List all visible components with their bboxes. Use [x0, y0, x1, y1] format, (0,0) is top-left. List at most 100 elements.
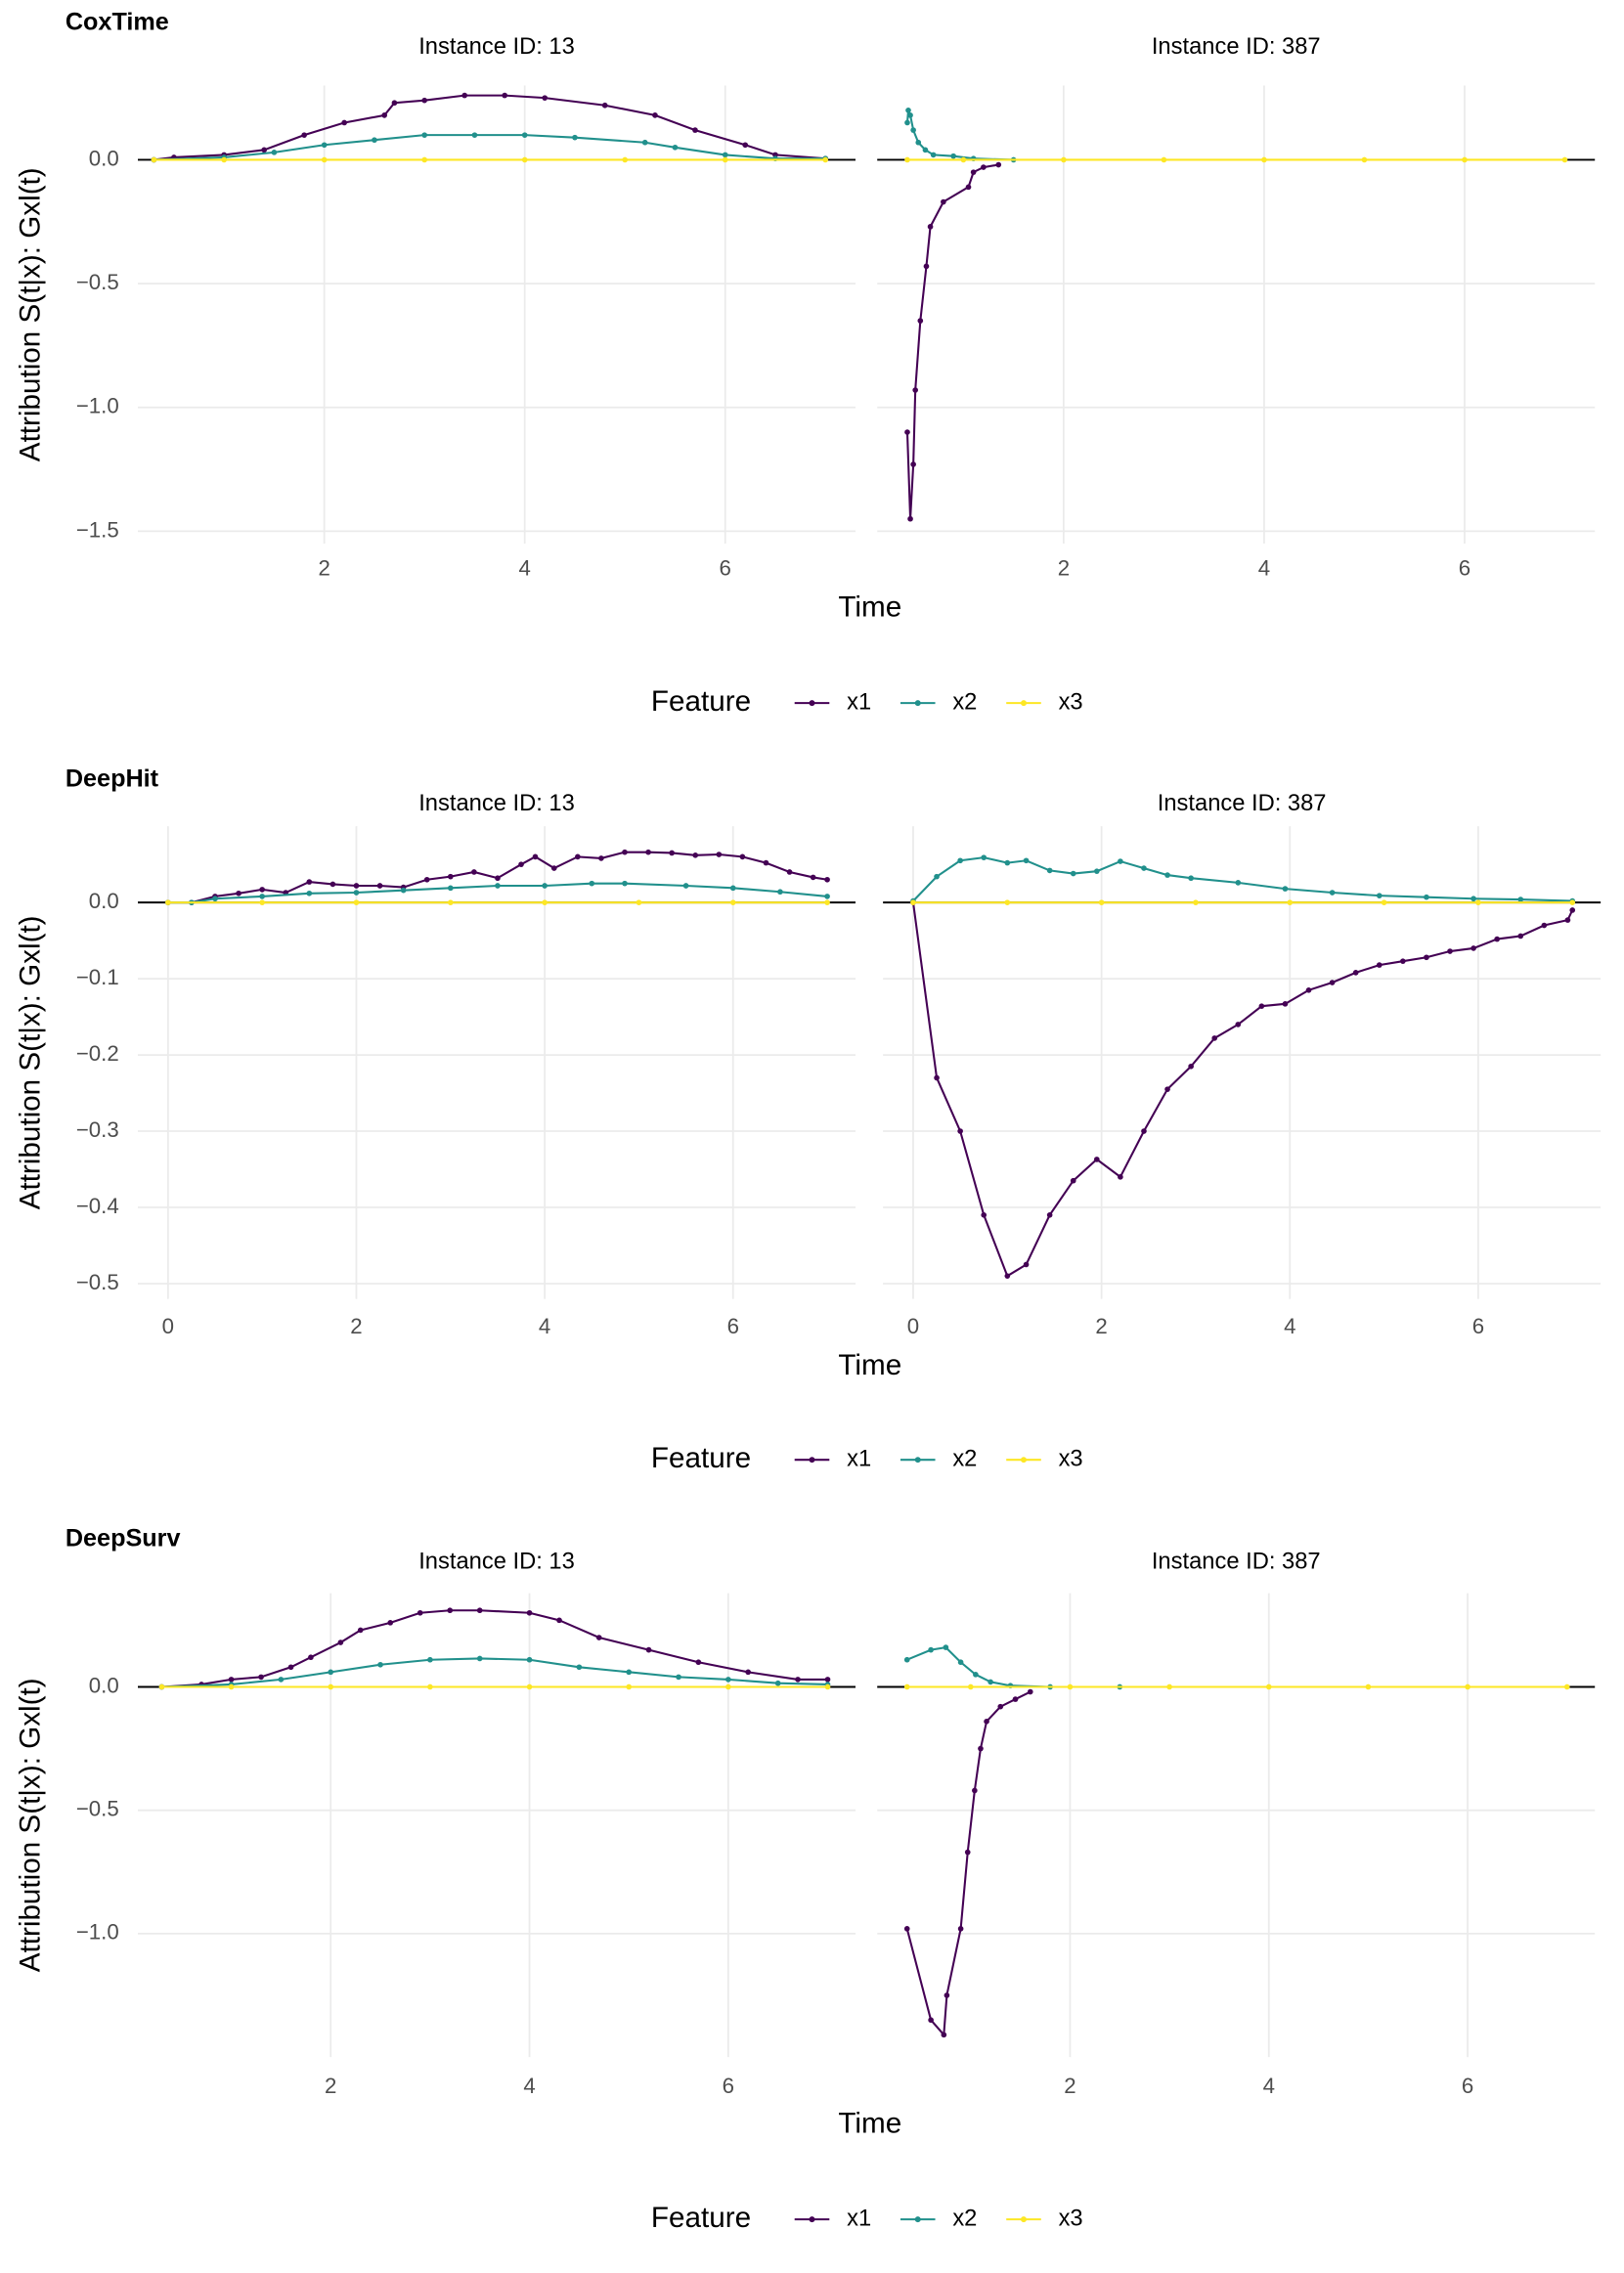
data-point — [1381, 899, 1387, 905]
x-tick-label: 2 — [1095, 1314, 1107, 1338]
data-point — [910, 127, 916, 133]
data-point — [944, 1992, 950, 1998]
x-tick-label: 2 — [1058, 556, 1070, 581]
x-tick-label: 4 — [1258, 556, 1270, 581]
data-point — [1361, 156, 1368, 163]
data-point — [995, 161, 1002, 168]
data-point — [824, 876, 830, 883]
data-point — [910, 461, 916, 467]
series-line — [154, 94, 826, 161]
data-point — [417, 1609, 423, 1616]
legend-swatch-dot — [914, 700, 921, 707]
data-point — [572, 134, 578, 141]
data-point — [763, 859, 769, 866]
data-point — [1470, 896, 1476, 902]
x-tick-label: 4 — [1284, 1314, 1295, 1338]
data-point — [1424, 954, 1429, 961]
data-point — [1541, 922, 1548, 929]
data-point — [301, 132, 307, 138]
data-point — [1235, 880, 1242, 886]
y-tick-label: −1.0 — [76, 1920, 119, 1945]
data-point — [1352, 970, 1359, 976]
data-point — [1265, 1683, 1272, 1690]
data-point — [997, 1703, 1004, 1710]
data-point — [1564, 917, 1571, 923]
legend-swatch-dot — [809, 2216, 815, 2223]
data-point — [941, 2032, 947, 2038]
data-point — [777, 889, 783, 896]
data-point — [716, 852, 723, 857]
data-point — [328, 1669, 334, 1676]
legend-swatch-dot — [914, 2216, 921, 2223]
data-point — [258, 1674, 264, 1681]
data-point — [824, 1683, 831, 1690]
data-point — [308, 1654, 314, 1661]
series-line — [161, 1609, 828, 1688]
data-point — [978, 1745, 984, 1752]
data-point — [1012, 1696, 1019, 1702]
data-point — [972, 1787, 978, 1794]
data-point — [1188, 1063, 1194, 1070]
data-point — [904, 156, 910, 163]
data-point — [745, 1669, 752, 1676]
data-point — [622, 156, 629, 163]
data-point — [476, 1607, 483, 1614]
x-tick-label: 2 — [350, 1314, 362, 1338]
data-point — [742, 142, 749, 149]
data-point — [967, 1683, 974, 1690]
panel-subtitle: Instance ID: 387 — [1158, 791, 1327, 816]
data-point — [259, 894, 265, 899]
data-point — [824, 1677, 831, 1683]
data-point — [328, 1683, 334, 1690]
data-point — [1118, 1174, 1123, 1180]
data-point — [357, 1627, 364, 1634]
data-point — [1462, 156, 1468, 163]
data-point — [927, 224, 934, 230]
data-point — [372, 137, 377, 144]
y-tick-label: −0.5 — [76, 270, 119, 294]
x-tick-label: 6 — [1472, 1314, 1484, 1338]
data-point — [907, 515, 913, 522]
data-point — [329, 881, 336, 888]
data-point — [341, 119, 347, 126]
data-point — [824, 894, 830, 899]
data-point — [542, 883, 548, 889]
x-tick-label: 6 — [727, 1314, 739, 1338]
data-point — [271, 150, 278, 155]
data-point — [957, 1659, 964, 1666]
data-point — [158, 1683, 165, 1690]
data-point — [576, 1664, 583, 1671]
data-point — [928, 2017, 934, 2024]
data-point — [1070, 870, 1076, 877]
x-tick-label: 6 — [1459, 556, 1470, 581]
data-point — [973, 1672, 979, 1678]
data-point — [669, 850, 675, 856]
data-point — [400, 887, 407, 894]
data-point — [228, 1683, 235, 1690]
y-tick-label: 0.0 — [89, 1673, 119, 1697]
data-point — [917, 318, 924, 324]
data-point — [1563, 1683, 1570, 1690]
data-point — [1561, 156, 1568, 163]
data-point — [447, 873, 454, 880]
data-point — [1141, 1128, 1147, 1134]
data-point — [739, 853, 746, 860]
data-point — [722, 152, 728, 158]
data-point — [376, 883, 383, 889]
data-point — [1376, 962, 1383, 968]
data-point — [934, 873, 940, 880]
data-point — [1365, 1683, 1372, 1690]
data-point — [1211, 1035, 1218, 1041]
data-point — [810, 874, 816, 881]
data-point — [353, 890, 360, 896]
y-axis-label: Attribution S(t|x): Gxl(t) — [15, 167, 47, 461]
y-tick-label: −0.5 — [76, 1270, 119, 1294]
data-point — [461, 92, 468, 99]
data-point — [212, 896, 218, 902]
data-point — [950, 153, 956, 159]
x-axis-label: Time — [838, 1349, 901, 1381]
y-tick-label: −0.3 — [76, 1117, 119, 1142]
series-line — [167, 882, 828, 904]
series-line — [911, 902, 1574, 1278]
data-point — [676, 1674, 681, 1681]
